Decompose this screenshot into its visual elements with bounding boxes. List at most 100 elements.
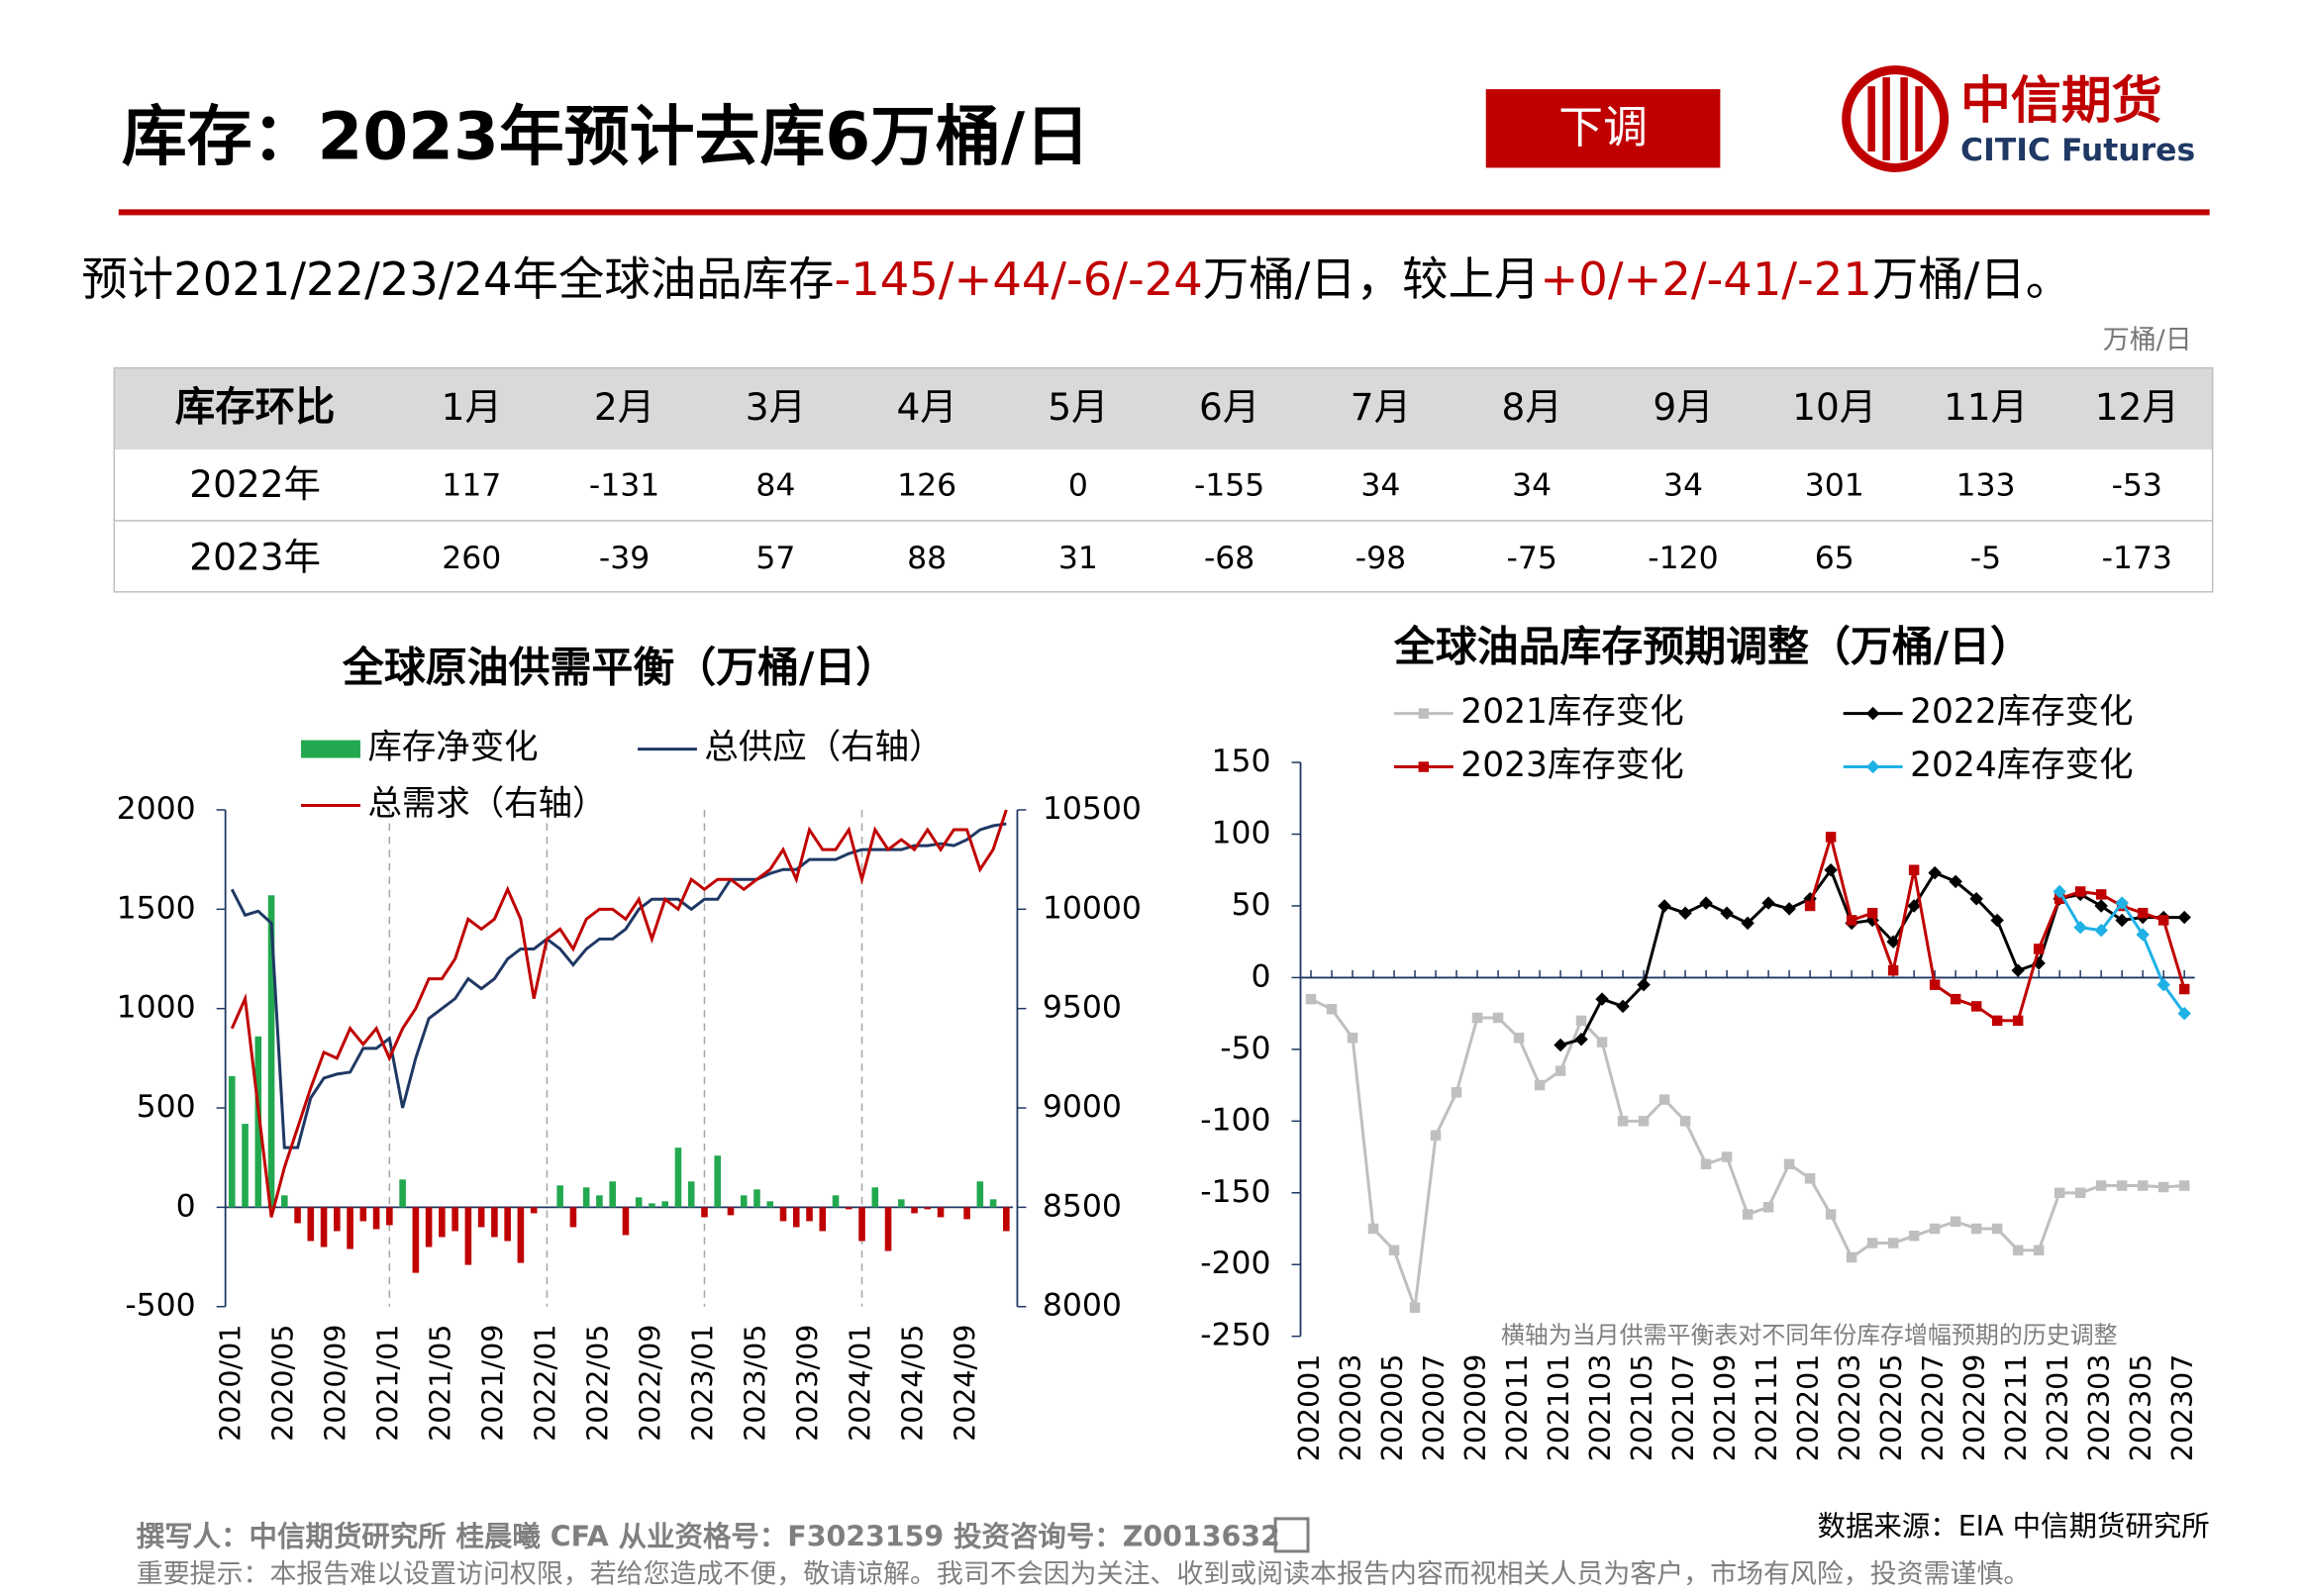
- x-tick-label: 2021/01: [371, 1325, 404, 1442]
- bar: [425, 1207, 433, 1247]
- x-tick-label: 2022/09: [634, 1325, 666, 1442]
- x-tick-label: 2020/09: [319, 1325, 351, 1442]
- bar: [372, 1207, 380, 1230]
- y2-tick-label: 10500: [1043, 791, 1142, 827]
- table-cell: -173: [2102, 541, 2172, 576]
- x-tick-label: 2024/09: [950, 1325, 982, 1442]
- marker: [2178, 1180, 2190, 1191]
- bar: [635, 1197, 643, 1208]
- table-cell: 34: [1360, 467, 1400, 503]
- bar: [622, 1207, 630, 1236]
- marker: [2094, 899, 2108, 913]
- marker: [2137, 907, 2149, 919]
- marker: [1658, 1094, 1670, 1105]
- bar: [674, 1147, 682, 1208]
- marker: [1970, 1223, 1982, 1235]
- summary-part: 万桶/日，较上月: [1203, 251, 1541, 305]
- table-header: 5月: [1048, 385, 1108, 429]
- marker: [1969, 891, 1983, 906]
- bar: [819, 1207, 827, 1232]
- marker: [1929, 979, 1941, 990]
- table-header: 4月: [896, 385, 956, 429]
- marker: [2073, 920, 2087, 935]
- x-tick-label: 2022/05: [581, 1325, 614, 1442]
- marker: [1970, 1001, 1982, 1012]
- table-cell: 301: [1805, 467, 1864, 503]
- summary-part: -145/+44/-6/-24: [834, 251, 1202, 305]
- x-tick-label: 202105: [1626, 1354, 1658, 1462]
- chart-title: 全球原油供需平衡（万桶/日）: [342, 644, 897, 692]
- marker: [1679, 1116, 1691, 1127]
- marker: [2177, 910, 2191, 925]
- marker: [1409, 1302, 1421, 1313]
- bar: [806, 1207, 813, 1222]
- marker: [1700, 1158, 1712, 1170]
- source: 数据来源：EIA 中信期货研究所: [1818, 1510, 2210, 1543]
- y2-tick-label: 10000: [1043, 890, 1142, 926]
- marker: [2095, 889, 2107, 900]
- bar: [242, 1124, 249, 1208]
- x-tick-label: 202011: [1501, 1354, 1534, 1462]
- marker: [1991, 1223, 2003, 1235]
- table-header: 2月: [594, 385, 654, 429]
- series-line: [1310, 997, 2185, 1309]
- marker: [1430, 1130, 1442, 1142]
- marker: [2012, 1015, 2024, 1027]
- bar: [687, 1181, 695, 1208]
- marker: [1554, 1038, 1567, 1052]
- legend-label: 2023库存变化: [1460, 746, 1683, 785]
- y-tick-label: 0: [176, 1188, 196, 1224]
- y-tick-label: -500: [125, 1288, 195, 1324]
- marker: [2178, 983, 2190, 995]
- bar: [924, 1207, 932, 1210]
- author: 撰写人：中信期货研究所 桂晨曦 CFA 从业资格号：F3023159 投资咨询号…: [137, 1520, 1280, 1552]
- marker: [1782, 902, 1796, 916]
- legend-label: 总供应（右轴）: [704, 728, 943, 767]
- y-tick-label: -50: [1220, 1031, 1270, 1066]
- bar: [334, 1207, 341, 1232]
- y-tick-label: -150: [1200, 1174, 1270, 1210]
- table-frame: [113, 366, 2214, 593]
- chart-note: 横轴为当月供需平衡表对不同年份库存增幅预期的历史调整: [1501, 1322, 2118, 1349]
- tag: 下调: [1558, 101, 1648, 153]
- summary: 预计2021/22/23/24年全球油品库存-145/+44/-6/-24万桶/…: [81, 251, 2071, 305]
- marker: [1418, 761, 1430, 772]
- marker: [2157, 1181, 2169, 1193]
- marker: [1887, 964, 1899, 976]
- table-cell: -68: [1204, 541, 1254, 576]
- marker: [1908, 864, 1920, 875]
- y-tick-label: 500: [137, 1089, 196, 1125]
- marker: [1804, 900, 1816, 912]
- bar: [963, 1207, 970, 1220]
- x-tick-label: 2021/09: [476, 1325, 509, 1442]
- marker: [1617, 1116, 1629, 1127]
- marker: [2094, 923, 2108, 938]
- x-tick-label: 202303: [2083, 1354, 2116, 1462]
- marker: [1886, 935, 1900, 948]
- y-tick-label: -200: [1200, 1246, 1270, 1281]
- marker: [1865, 706, 1880, 721]
- series-line: [230, 822, 1007, 1149]
- marker: [1991, 1015, 2003, 1027]
- bar: [320, 1207, 328, 1247]
- marker: [2033, 1245, 2045, 1255]
- table-cell: 260: [442, 541, 501, 576]
- bar: [254, 1036, 262, 1208]
- bar: [569, 1207, 577, 1228]
- table-cell: -155: [1194, 467, 1264, 503]
- table-header-bg: [114, 367, 2213, 450]
- marker: [1678, 906, 1692, 920]
- bar: [582, 1187, 590, 1208]
- bar: [740, 1195, 748, 1208]
- marker: [1305, 993, 1317, 1005]
- legend-label: 总需求（右轴）: [367, 784, 606, 824]
- bar: [464, 1207, 472, 1265]
- marker: [2033, 944, 2045, 954]
- table-header: 7月: [1351, 385, 1411, 429]
- table-cell: 88: [907, 541, 947, 576]
- bar: [753, 1189, 760, 1208]
- bar: [871, 1187, 879, 1208]
- bar: [347, 1207, 353, 1249]
- marker: [1699, 896, 1713, 910]
